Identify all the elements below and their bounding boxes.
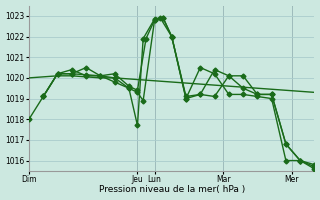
X-axis label: Pression niveau de la mer( hPa ): Pression niveau de la mer( hPa ) — [99, 185, 245, 194]
